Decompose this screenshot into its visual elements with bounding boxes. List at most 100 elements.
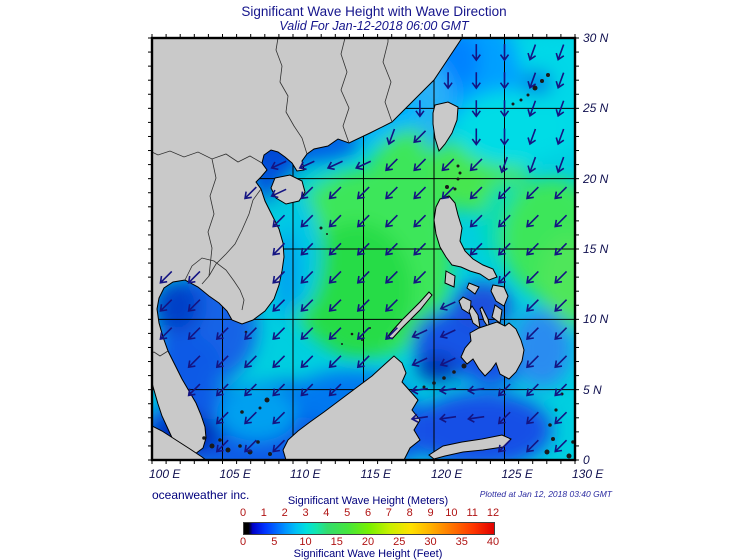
wave-arrow [497, 242, 511, 256]
small-island [519, 98, 523, 102]
wave-arrow [555, 156, 565, 174]
plotted-timestamp: Plotted at Jan 12, 2018 03:40 GMT [479, 489, 612, 499]
wave-arrow [215, 411, 229, 425]
wave-arrow [469, 214, 483, 228]
map-root [148, 34, 579, 464]
small-island [532, 85, 538, 91]
wave-arrow [300, 242, 314, 256]
wave-arrow [187, 383, 201, 397]
wave-arrow [411, 329, 428, 339]
wave-arrow [356, 242, 370, 256]
small-island [319, 226, 323, 230]
wave-arrow [497, 439, 511, 453]
wave-arrow [385, 214, 398, 228]
wave-arrow [467, 385, 485, 395]
wave-arrow [439, 357, 456, 367]
wave-arrow [385, 270, 398, 284]
wave-arrow [554, 411, 568, 425]
wave-arrow [328, 242, 342, 256]
colorbar-tick-feet: 0 [239, 536, 247, 548]
wave-arrow [272, 411, 286, 425]
wave-arrow [356, 214, 370, 228]
wave-arrow [328, 186, 342, 200]
lat-tick-label: 0 [583, 453, 590, 467]
wave-arrow [527, 128, 537, 146]
small-island [544, 449, 550, 455]
wave-arrow [215, 439, 229, 453]
colorbar-tick-meters: 1 [260, 507, 267, 519]
land-mindoro [444, 270, 456, 288]
wave-arrow [471, 100, 481, 118]
small-island [458, 171, 462, 175]
wave-arrow [159, 270, 173, 284]
wave-arrow [298, 160, 315, 171]
land-asia-mainland [152, 38, 463, 455]
wave-arrow [410, 385, 428, 395]
small-island [341, 343, 343, 345]
small-island [326, 233, 328, 235]
land-sumatra [152, 425, 207, 460]
small-island [256, 440, 260, 444]
wave-arrow [244, 439, 257, 453]
wave-arrow [526, 186, 539, 200]
wave-arrow [187, 270, 201, 284]
wave-arrow [159, 299, 173, 312]
wave-arrow [499, 72, 510, 90]
colorbar-tick-meters: 7 [385, 507, 392, 519]
wave-arrow [554, 299, 568, 312]
small-island [218, 438, 222, 442]
colorbar-title-feet: Significant Wave Height (Feet) [293, 548, 443, 560]
lat-tick-label: 15 N [583, 242, 609, 256]
colorbar-tick-meters: 8 [406, 507, 413, 519]
land-borneo [282, 355, 421, 460]
wave-arrow [413, 214, 427, 228]
wave-arrow [272, 383, 286, 397]
wave-arrow [386, 128, 396, 146]
wave-arrow [526, 411, 539, 425]
wave-arrow [410, 413, 428, 423]
wave-arrow [215, 383, 229, 397]
colorbar-tick-feet: 10 [299, 536, 312, 548]
small-island [551, 437, 555, 441]
wave-arrow [438, 385, 457, 395]
wave-arrow [356, 355, 370, 369]
wave-arrow [526, 383, 539, 397]
small-island [554, 408, 558, 412]
colorbar-tick-feet: 30 [424, 536, 437, 548]
wave-arrow [469, 186, 483, 200]
small-island [456, 177, 460, 181]
wave-arrow [471, 128, 481, 146]
wave-arrow [526, 355, 539, 369]
wave-arrow [554, 327, 568, 341]
colorbar-title-meters: Significant Wave Height (Meters) [287, 495, 449, 507]
wave-arrow [272, 270, 286, 284]
land-panay [458, 296, 472, 315]
wave-arrow [497, 270, 511, 284]
lon-tick-label: 120 E [431, 467, 463, 481]
land-masses [152, 38, 575, 460]
wave-arrow [439, 301, 456, 311]
wave-arrow [328, 270, 342, 284]
wave-arrow [554, 355, 568, 369]
colorbar-tick-feet: 15 [330, 536, 343, 548]
land-samar [490, 284, 509, 307]
colorbar-tick-meters: 9 [427, 507, 434, 519]
lon-tick-label: 125 E [501, 467, 533, 481]
small-island [258, 406, 262, 410]
wave-arrow [413, 242, 427, 256]
wave-arrow [499, 128, 510, 146]
wave-arrow [187, 327, 201, 341]
wave-arrow [244, 327, 257, 341]
chart-subtitle: Valid For Jan-12-2018 06:00 GMT [279, 19, 469, 33]
colorbar-tick-meters: 5 [344, 507, 351, 519]
wave-arrow [326, 160, 343, 171]
wave-arrow [300, 299, 314, 312]
wave-arrow [272, 299, 286, 312]
wave-arrow [439, 329, 456, 339]
wave-arrow [526, 270, 539, 284]
wave-arrow [159, 327, 173, 341]
small-island [264, 397, 270, 403]
colorbar-tick-meters: 2 [281, 507, 288, 519]
